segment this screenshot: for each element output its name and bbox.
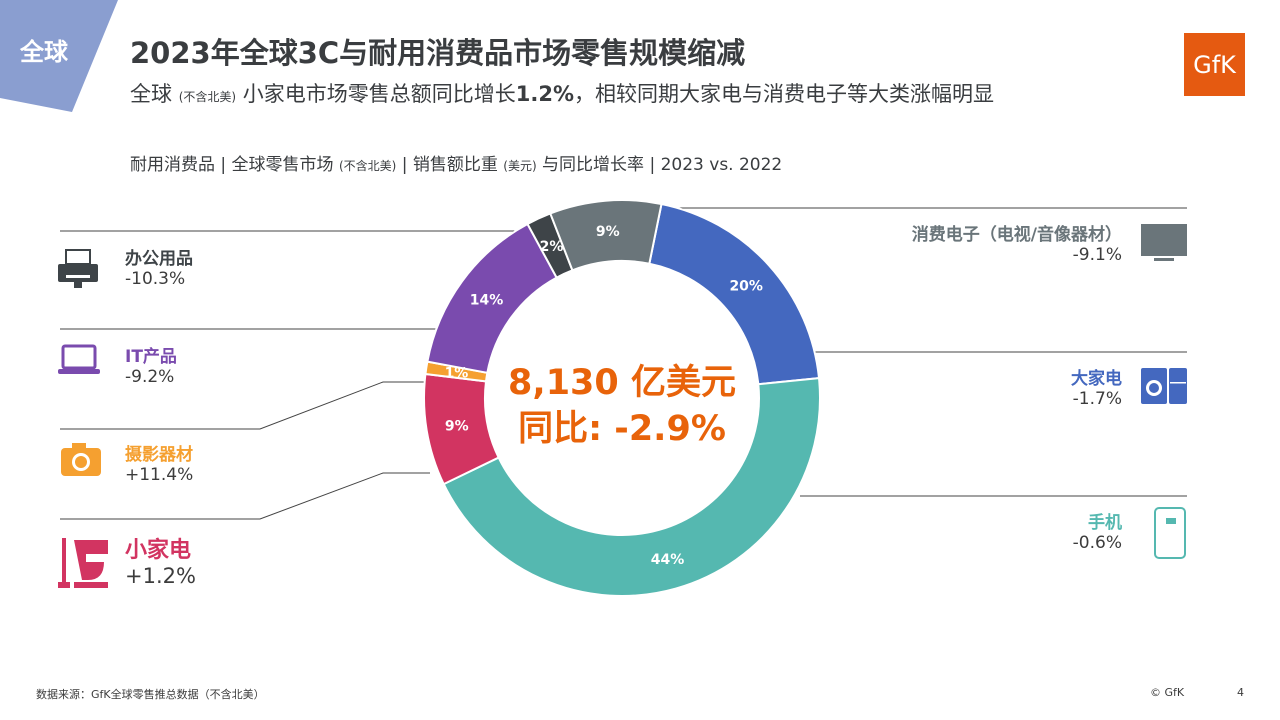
growth-value: -9.1% xyxy=(1072,245,1122,265)
phone-icon xyxy=(1154,507,1186,559)
printer-icon xyxy=(58,249,98,288)
legend-photo: 摄影器材 +11.4% xyxy=(125,440,193,485)
subtitle-part: 小家电市场零售总额同比增长 xyxy=(236,82,516,106)
page-number: 4 xyxy=(1237,686,1244,699)
subtitle-note: (不含北美) xyxy=(178,90,237,104)
source-note: 数据来源：GfK全球零售推总数据（不含北美） xyxy=(36,688,265,701)
chart-subtitle-part: 耐用消费品 | 全球零售市场 xyxy=(130,155,339,175)
chart-subtitle-part: 与同比增长率 | 2023 vs. 2022 xyxy=(536,155,783,175)
category-name: 大家电 xyxy=(1071,369,1122,389)
growth-value: +11.4% xyxy=(125,465,194,485)
camera-icon xyxy=(61,443,101,476)
slice-label: 20% xyxy=(729,279,763,295)
legend-office: 办公用品 -10.3% xyxy=(125,244,193,289)
growth-value: -0.6% xyxy=(1072,533,1122,553)
mixer-vacuum-icon xyxy=(58,538,108,588)
donut-center: 8,130 亿美元 同比: -2.9% xyxy=(472,360,772,452)
leader-lines xyxy=(60,207,1187,520)
chart-subtitle-part: | 销售额比重 xyxy=(396,155,504,175)
subtitle-part: ，相较同期大家电与消费电子等大类涨幅明显 xyxy=(574,82,994,106)
legend-phones: 手机 -0.6% xyxy=(1073,508,1122,553)
chart-subtitle-note: (不含北美) xyxy=(338,159,397,173)
washer-fridge-icon xyxy=(1141,368,1187,404)
chart-subtitle-note: (美元) xyxy=(503,159,537,173)
legend-it: IT产品 -9.2% xyxy=(125,342,177,387)
category-name: 手机 xyxy=(1088,513,1122,533)
category-name: 办公用品 xyxy=(125,249,193,269)
category-name: 摄影器材 xyxy=(125,445,193,465)
slice-label: 44% xyxy=(651,552,685,568)
legend-major-appliances: 大家电 -1.7% xyxy=(1071,364,1122,409)
slice-label: 2% xyxy=(540,239,564,255)
chart-subtitle: 耐用消费品 | 全球零售市场 (不含北美) | 销售额比重 (美元) 与同比增长… xyxy=(130,150,782,175)
slice-label: 9% xyxy=(445,418,469,434)
leader-line xyxy=(60,472,430,520)
donut-slice-6 xyxy=(549,199,663,272)
growth-value: -9.2% xyxy=(125,367,175,387)
gfk-logo: GfK xyxy=(1184,33,1245,96)
tv-icon xyxy=(1141,224,1187,261)
region-label: 全球 xyxy=(20,38,68,66)
subtitle-part: 全球 xyxy=(130,82,172,106)
copyright: © GfK xyxy=(1150,686,1185,699)
total-yoy: 同比: -2.9% xyxy=(518,409,726,449)
slice-label: 1% xyxy=(445,365,469,381)
laptop-icon xyxy=(58,344,100,374)
category-name: 消费电子（电视/音像器材） xyxy=(911,225,1122,245)
donut-slice-1 xyxy=(442,376,821,597)
growth-value: -1.7% xyxy=(1072,389,1122,409)
region-banner xyxy=(0,0,118,112)
category-name: 小家电 xyxy=(125,538,192,563)
legend-small-appliances: 小家电 +1.2% xyxy=(125,532,196,588)
leader-line xyxy=(60,381,430,430)
slice-label: 14% xyxy=(470,292,504,308)
slice-label: 9% xyxy=(596,224,620,240)
legend-consumer-electronics: 消费电子（电视/音像器材） -9.1% xyxy=(912,220,1122,265)
page-title: 2023年全球3C与耐用消费品市场零售规模缩减 xyxy=(130,36,746,70)
growth-value: +1.2% xyxy=(125,564,196,588)
subtitle-highlight: 1.2% xyxy=(515,82,574,106)
total-sales: 8,130 亿美元 xyxy=(508,363,736,403)
category-name: IT产品 xyxy=(125,347,177,367)
page-subtitle: 全球 (不含北美) 小家电市场零售总额同比增长1.2%，相较同期大家电与消费电子… xyxy=(130,78,994,108)
growth-value: -10.3% xyxy=(125,269,186,289)
